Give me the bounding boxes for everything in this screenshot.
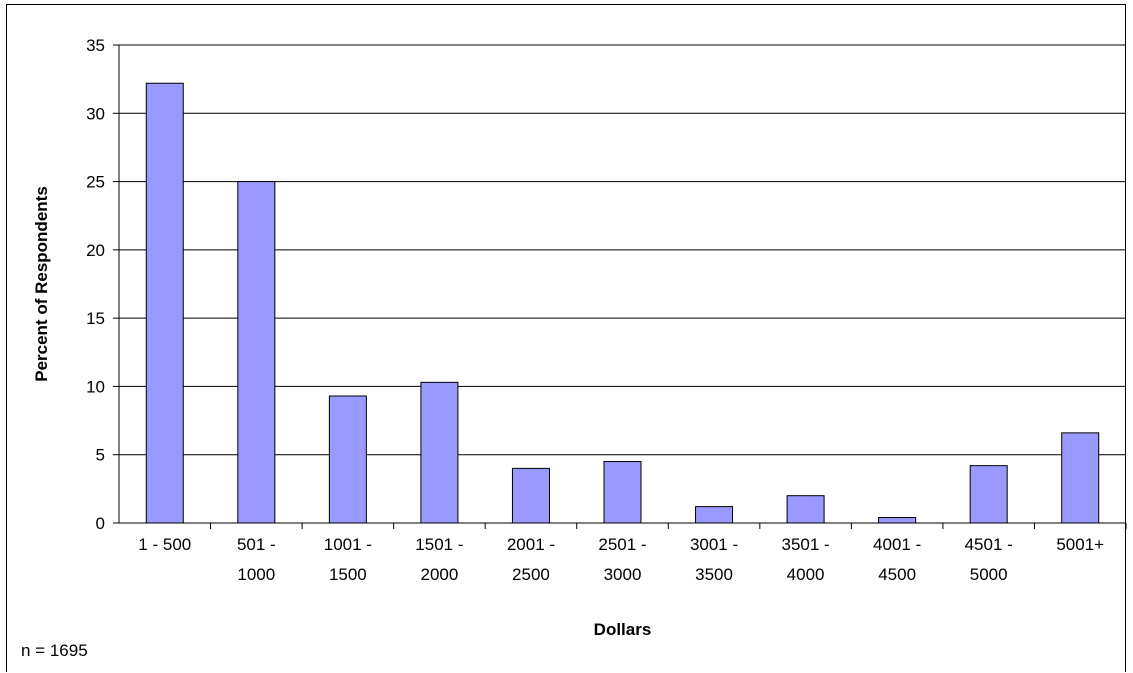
y-tick-label: 30 (86, 104, 105, 123)
bar (328, 395, 367, 524)
axes (113, 44, 1127, 529)
x-tick-label: 2001 - 2500 (507, 535, 555, 584)
x-tick-label-line: 3001 - (690, 535, 738, 554)
x-tick-label-line: 4001 - (873, 535, 921, 554)
x-tick-label-line: 4500 (878, 565, 916, 584)
x-axis-title: Dollars (594, 620, 652, 639)
x-tick-label-line: 3000 (604, 565, 642, 584)
bar (603, 461, 642, 524)
x-tick-label-line: 2001 - (507, 535, 555, 554)
x-tick-labels: 1 - 500 501 - 1000 1001 - 1500 1501 - 2000 2001… (138, 535, 1104, 584)
x-tick-label: 5001+ (1056, 535, 1104, 554)
x-tick-label: 4001 - 4500 (873, 535, 921, 584)
x-tick-label: 1001 - 1500 (324, 535, 372, 584)
x-tick-label-line: 4501 - (965, 535, 1013, 554)
bar-chart: 0 5 10 15 20 25 30 35 1 - 500 501 - 1000 1001 - 150… (32, 36, 1127, 639)
x-tick-label: 1501 - 2000 (415, 535, 463, 584)
x-tick-label: 3501 - 4000 (781, 535, 829, 584)
x-tick-label-line: 2501 - (598, 535, 646, 554)
y-tick-label: 25 (86, 173, 105, 192)
y-tick-labels: 0 5 10 15 20 25 30 35 (86, 36, 105, 533)
x-tick-label-line: 5000 (970, 565, 1008, 584)
y-axis-title: Percent of Respondents (32, 186, 51, 382)
x-tick-label: 3001 - 3500 (690, 535, 738, 584)
x-tick-label-line: 1500 (329, 565, 367, 584)
x-tick-label-line: 1501 - (415, 535, 463, 554)
bar (878, 517, 917, 524)
x-tick-label-line: 1001 - (324, 535, 372, 554)
bar (145, 82, 184, 524)
gridlines (119, 44, 1126, 456)
x-tick-label-line: 1000 (237, 565, 275, 584)
x-tick-label-line: 4000 (787, 565, 825, 584)
x-tick-label: 1 - 500 (138, 535, 191, 554)
y-tick-label: 5 (96, 446, 105, 465)
sample-size-note: n = 1695 (21, 641, 88, 660)
x-tick-label-line: 2500 (512, 565, 550, 584)
x-tick-label-line: 1 - 500 (138, 535, 191, 554)
bar (237, 181, 276, 524)
bar (420, 381, 459, 524)
bar (969, 465, 1008, 524)
bar (511, 467, 550, 524)
y-tick-label: 35 (86, 36, 105, 55)
chart-frame: 0 5 10 15 20 25 30 35 1 - 500 501 - 1000 1001 - 150… (6, 4, 1127, 672)
x-tick-label-line: 501 - (237, 535, 276, 554)
x-tick-label: 501 - 1000 (237, 535, 276, 584)
y-tick-label: 20 (86, 241, 105, 260)
x-tick-label: 4501 - 5000 (965, 535, 1013, 584)
bars (145, 82, 1100, 524)
x-tick-label-line: 3500 (695, 565, 733, 584)
x-tick-label-line: 3501 - (781, 535, 829, 554)
x-tick-label-line: 2000 (420, 565, 458, 584)
bar (1061, 432, 1100, 524)
bar (695, 506, 734, 524)
y-tick-label: 15 (86, 309, 105, 328)
bar (786, 495, 825, 524)
y-tick-label: 10 (86, 377, 105, 396)
x-tick-label: 2501 - 3000 (598, 535, 646, 584)
y-tick-label: 0 (96, 514, 105, 533)
x-tick-label-line: 5001+ (1056, 535, 1104, 554)
